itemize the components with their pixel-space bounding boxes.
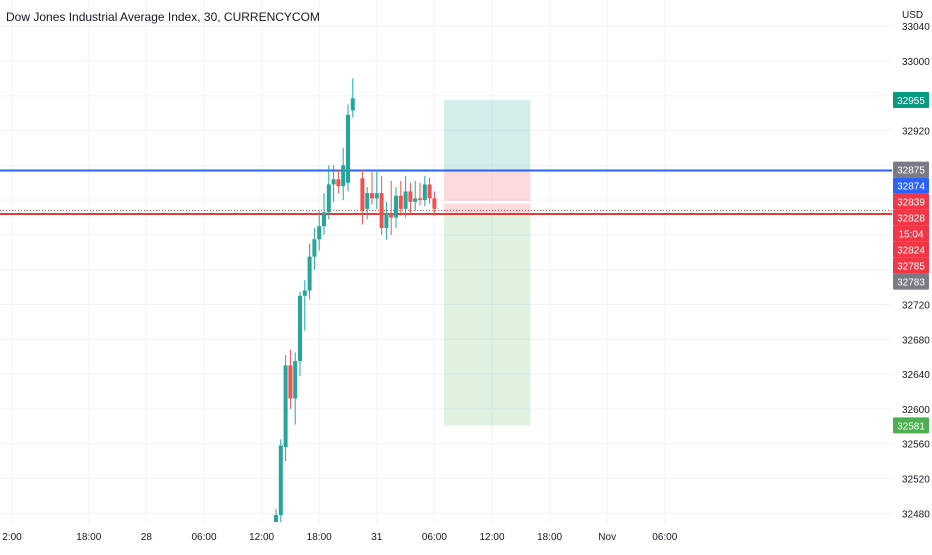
price-label: 32828 <box>897 214 925 225</box>
y-tick-label: 32480 <box>902 509 930 520</box>
candle-body[interactable] <box>331 179 336 185</box>
candle-body[interactable] <box>379 193 384 228</box>
price-label: 32955 <box>897 96 925 107</box>
candle-body[interactable] <box>418 198 422 201</box>
x-tick-label: 18:00 <box>307 532 332 543</box>
y-tick-label: 32680 <box>902 335 930 346</box>
short-position-profit-zone[interactable] <box>444 100 531 171</box>
x-tick-label: 06:00 <box>652 532 677 543</box>
candle-body[interactable] <box>346 114 350 183</box>
candle-body[interactable] <box>307 256 312 291</box>
candle-body[interactable] <box>317 226 322 240</box>
long-position-stop-zone[interactable] <box>444 203 531 215</box>
candle-body[interactable] <box>427 184 432 199</box>
price-label-box <box>893 241 929 258</box>
time-axis[interactable] <box>0 522 892 550</box>
candle-body[interactable] <box>408 191 413 202</box>
y-tick-label: 32520 <box>902 475 930 486</box>
x-tick-label: 2:00 <box>2 532 22 543</box>
candle-body[interactable] <box>312 239 317 257</box>
candle-body[interactable] <box>398 195 403 209</box>
price-label-box <box>893 193 929 210</box>
y-tick-label: 32560 <box>902 440 930 451</box>
candle-body[interactable] <box>365 193 370 209</box>
candle-body[interactable] <box>403 191 408 209</box>
x-tick-label: 12:00 <box>479 532 504 543</box>
price-label-box <box>893 92 929 109</box>
y-tick-label: 32640 <box>902 370 930 381</box>
price-label-box <box>893 273 929 290</box>
candle-body[interactable] <box>322 212 326 227</box>
candle-body[interactable] <box>283 365 288 448</box>
candle-body[interactable] <box>432 198 437 209</box>
price-label: 32581 <box>897 421 925 432</box>
price-label: 32875 <box>897 166 925 177</box>
candle-body[interactable] <box>389 213 394 218</box>
price-label: 32839 <box>897 198 925 209</box>
short-position-stop-zone[interactable] <box>444 170 531 201</box>
candle-body[interactable] <box>370 193 374 199</box>
x-tick-label: Nov <box>598 532 616 543</box>
y-tick-label: 32720 <box>902 301 930 312</box>
y-tick-label: 32600 <box>902 405 930 416</box>
price-label: 32824 <box>897 246 925 257</box>
candle-body[interactable] <box>336 179 341 187</box>
price-label-box <box>893 209 929 226</box>
price-label: 15:04 <box>898 230 923 241</box>
candle-body[interactable] <box>341 165 346 187</box>
candle-body[interactable] <box>350 98 355 111</box>
candle-body[interactable] <box>288 365 293 399</box>
candle-body[interactable] <box>326 184 331 213</box>
candle-body[interactable] <box>302 290 307 296</box>
candle-body[interactable] <box>360 178 365 211</box>
x-tick-label: 31 <box>371 532 383 543</box>
price-label-box <box>893 177 929 194</box>
x-tick-label: 18:00 <box>537 532 562 543</box>
candle-body[interactable] <box>298 295 302 362</box>
price-label: 32874 <box>897 182 925 193</box>
x-tick-label: 28 <box>141 532 153 543</box>
price-label-box <box>893 417 929 434</box>
y-tick-label: 33040 <box>902 22 930 33</box>
candle-body[interactable] <box>413 198 418 202</box>
price-label: 32783 <box>897 278 925 289</box>
y-tick-label: 33000 <box>902 57 930 68</box>
candle-body[interactable] <box>394 195 398 218</box>
price-label-box <box>893 225 929 242</box>
candle-body[interactable] <box>422 184 427 201</box>
price-label-box <box>893 257 929 274</box>
y-tick-label: 32920 <box>902 127 930 138</box>
price-label: 32785 <box>897 262 925 273</box>
candle-body[interactable] <box>293 361 298 399</box>
candle-body[interactable] <box>374 193 379 199</box>
long-position-profit-zone[interactable] <box>444 214 531 426</box>
x-tick-label: 06:00 <box>422 532 447 543</box>
currency-label: USD <box>902 10 923 21</box>
chart-title: Dow Jones Industrial Average Index, 30, … <box>6 10 320 24</box>
x-tick-label: 12:00 <box>249 532 274 543</box>
x-tick-label: 06:00 <box>191 532 216 543</box>
price-label-box <box>893 161 929 178</box>
candle-body[interactable] <box>278 445 283 516</box>
x-tick-label: 18:00 <box>76 532 101 543</box>
candle-body[interactable] <box>384 213 389 228</box>
